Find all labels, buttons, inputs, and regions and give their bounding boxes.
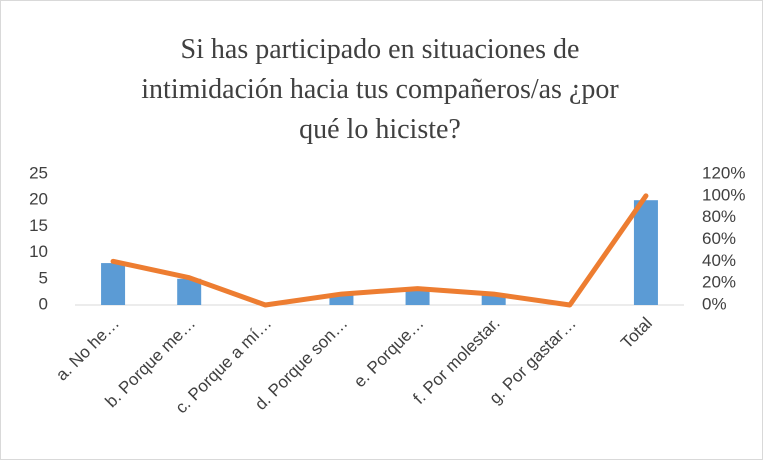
y2-tick-label: 60% [702, 229, 736, 248]
y2-tick-label: 120% [702, 163, 745, 182]
y2-tick-label: 80% [702, 207, 736, 226]
bar [633, 200, 658, 305]
y-tick-label: 25 [29, 163, 48, 182]
y2-tick-label: 100% [702, 185, 745, 204]
y-tick-label: 5 [39, 268, 48, 287]
bar [481, 294, 506, 305]
y-tick-label: 10 [29, 242, 48, 261]
y2-tick-label: 20% [702, 273, 736, 292]
y-tick-label: 0 [39, 294, 48, 313]
x-tick-label: e. Porque… [350, 314, 428, 392]
x-tick-label: Total [617, 314, 656, 353]
bar [101, 263, 126, 305]
line [110, 193, 649, 308]
x-tick-label: a. No he… [52, 314, 123, 385]
y2-tick-label: 0% [702, 294, 727, 313]
bar [405, 289, 430, 305]
chart-title: Si has participado en situaciones de int… [141, 34, 619, 145]
y2-tick-label: 40% [702, 251, 736, 270]
y-tick-label: 20 [29, 190, 48, 209]
y-tick-label: 15 [29, 216, 48, 235]
bar [329, 294, 354, 305]
